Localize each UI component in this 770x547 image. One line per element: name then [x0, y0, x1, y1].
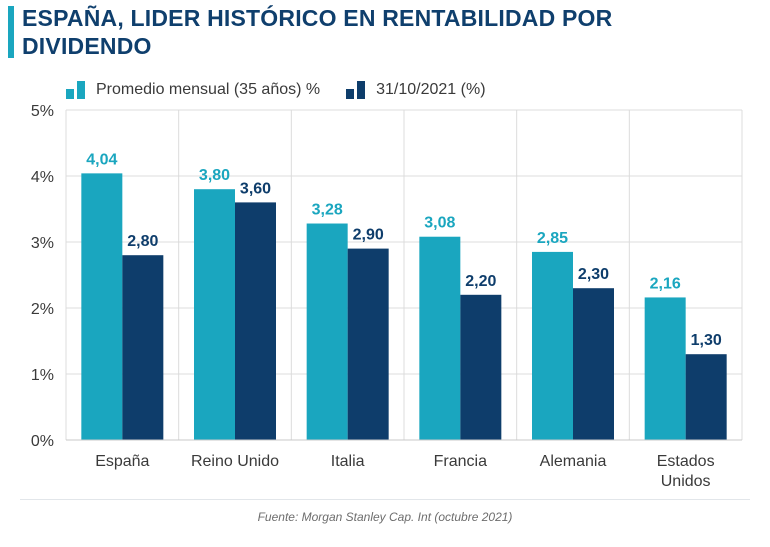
chart-title: ESPAÑA, LIDER HISTÓRICO EN RENTABILIDAD …	[22, 5, 613, 59]
bar	[347, 248, 389, 440]
legend-label-series-1: Promedio mensual (35 años) %	[96, 81, 321, 98]
bar-value-label: 3,28	[312, 202, 343, 219]
bar	[235, 202, 276, 440]
y-tick-label: 1%	[31, 367, 54, 384]
x-tick-label: España	[95, 453, 149, 470]
bar	[306, 223, 348, 440]
x-tick-label: Estados	[657, 453, 715, 470]
legend-swatch-series-2-tall	[357, 81, 366, 99]
bar-chart: 0% 1% 2% 3% 4% 5% 4,04 2,80 España 3,80 3,60 Reino …	[31, 103, 743, 490]
bar	[573, 288, 614, 440]
title-accent-bar	[8, 6, 14, 58]
x-tick-label: Francia	[434, 453, 487, 470]
legend: Promedio mensual (35 años) % 31/10/2021 …	[66, 78, 512, 102]
y-tick-label: 0%	[31, 433, 54, 450]
x-tick-label: Reino Unido	[191, 453, 279, 470]
bar	[460, 294, 502, 440]
source-note: Fuente: Morgan Stanley Cap. Int (octubre…	[257, 510, 513, 524]
bar-value-label: 3,80	[199, 167, 230, 184]
legend-label-series-2: 31/10/2021 (%)	[376, 81, 486, 98]
legend-swatch-series-1-tall	[77, 81, 85, 99]
bar-value-label: 3,08	[424, 215, 455, 232]
bar	[81, 173, 123, 441]
bar-value-label: 1,30	[691, 332, 722, 349]
legend-swatch-series-2	[346, 81, 366, 99]
bar	[122, 255, 164, 440]
legend-swatch-series-1-short	[66, 89, 74, 99]
y-tick-label: 5%	[31, 103, 54, 120]
bar-value-label: 2,90	[353, 227, 384, 244]
bar	[194, 189, 235, 440]
legend-swatch-series-1	[66, 81, 86, 99]
bar-value-label: 2,80	[127, 233, 158, 250]
bar	[532, 251, 573, 440]
bar-value-label: 2,16	[650, 275, 681, 292]
bar-value-label: 2,85	[537, 230, 568, 247]
bar	[644, 297, 686, 440]
y-tick-label: 3%	[31, 235, 54, 252]
bar	[685, 354, 727, 440]
bar-value-label: 2,30	[578, 266, 609, 283]
legend-item-series-1: Promedio mensual (35 años) %	[66, 81, 320, 99]
bar-value-label: 2,20	[465, 273, 496, 290]
legend-swatch-series-2-short	[346, 89, 355, 99]
x-tick-label: Alemania	[540, 453, 607, 470]
y-tick-label: 2%	[31, 301, 54, 318]
legend-item-series-2: 31/10/2021 (%)	[346, 81, 486, 99]
bar	[419, 236, 461, 440]
bar-value-label: 3,60	[240, 180, 271, 197]
bar-value-label: 4,04	[86, 151, 117, 168]
footer-divider	[20, 499, 750, 500]
x-tick-label: Italia	[331, 453, 365, 470]
x-tick-label: Unidos	[661, 473, 711, 490]
y-tick-label: 4%	[31, 169, 54, 186]
